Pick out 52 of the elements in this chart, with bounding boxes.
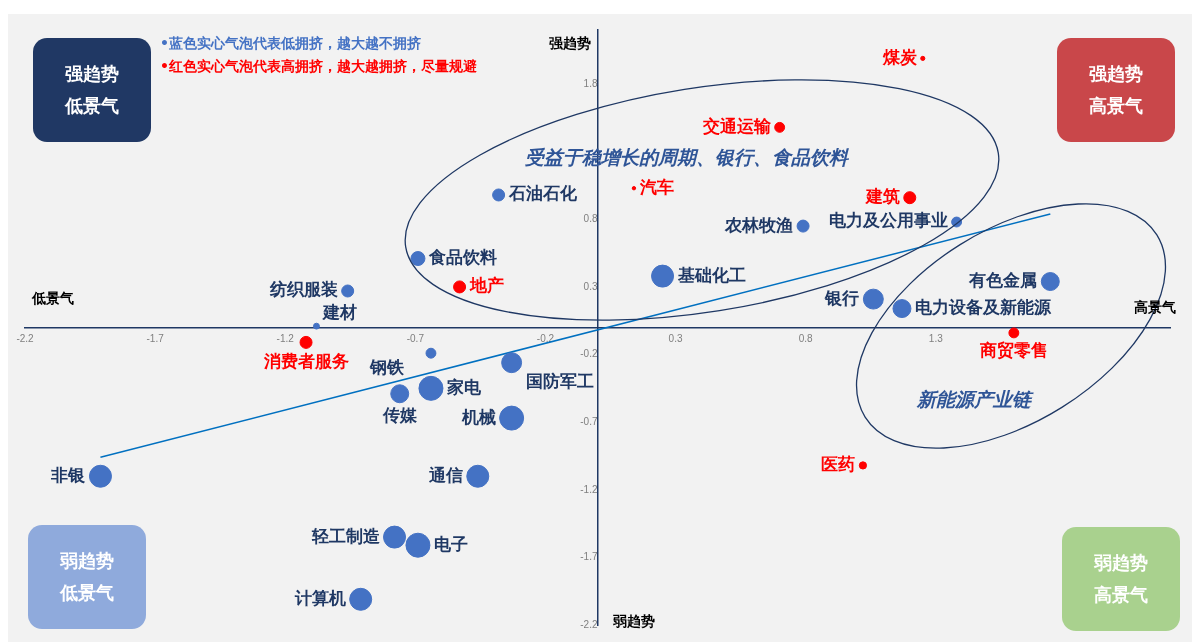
- x-tick-label: 0.8: [798, 333, 814, 345]
- annotation: 机械: [460, 406, 496, 427]
- annotation: 钢铁: [369, 356, 406, 377]
- annotation: 纺织服装: [268, 279, 338, 300]
- annotation: 家电: [445, 376, 482, 397]
- annotation: 弱趋势低景气: [58, 549, 115, 605]
- y-tick-label: -0.7: [580, 415, 598, 427]
- x-tick-label: -2.2: [16, 333, 35, 345]
- annotation: 地产: [468, 275, 504, 296]
- annotation: 银行: [824, 287, 860, 308]
- y-tick-label: -1.2: [580, 483, 598, 495]
- annotation: 强趋势高景气: [1088, 62, 1144, 118]
- annotation: 强趋势低景气: [63, 62, 120, 118]
- annotation: 电力及公用事业: [828, 210, 948, 231]
- y-tick-label: 0.3: [583, 280, 598, 292]
- annotation: 建筑: [863, 186, 900, 207]
- annotation: 建材: [321, 301, 358, 322]
- y-tick-label: -2.2: [580, 618, 598, 630]
- annotation: 有色金属: [968, 269, 1038, 290]
- annotation: 强趋势: [549, 35, 591, 53]
- annotation: 非银: [50, 464, 87, 485]
- y-tick-label: 1.8: [583, 77, 598, 89]
- annotation: 汽车: [638, 176, 674, 197]
- y-tick-label: -1.7: [580, 551, 598, 563]
- annotation: 电子: [433, 533, 468, 554]
- annotation: 医药: [821, 453, 856, 474]
- annotation: 弱趋势高景气: [1093, 551, 1149, 607]
- annotation: 通信: [427, 464, 463, 485]
- annotation: 交通运输: [701, 115, 772, 136]
- annotation: 传媒: [381, 405, 418, 426]
- annotation: 电力设备及新能源: [914, 296, 1052, 317]
- annotation: 低景气: [32, 290, 74, 308]
- text: •红色实心气泡代表高拥挤，越大越拥挤，尽量规避: [160, 57, 477, 76]
- annotation: 轻工制造: [310, 525, 380, 546]
- x-tick-label: 1.3: [928, 333, 944, 345]
- annotation: 消费者服务: [262, 350, 349, 371]
- x-tick-label: -0.7: [406, 333, 425, 345]
- annotation: 石油石化: [507, 183, 578, 204]
- x-tick-label: -1.2: [276, 333, 295, 345]
- y-tick-label: 0.8: [583, 213, 598, 225]
- text: •蓝色实心气泡代表低拥挤，越大越不拥挤: [160, 34, 422, 53]
- annotation: 食品饮料: [427, 246, 497, 267]
- annotation: 农林牧渔: [724, 214, 794, 235]
- annotation: 煤炭: [881, 46, 918, 67]
- x-tick-label: 0.3: [668, 333, 683, 345]
- annotation: 基础化工: [676, 264, 746, 285]
- annotation: 商贸零售: [978, 340, 1048, 361]
- x-tick-label: -1.7: [146, 333, 165, 345]
- y-tick-label: -0.2: [580, 348, 598, 360]
- annotation: 弱趋势: [613, 613, 655, 631]
- annotation: 计算机: [293, 587, 346, 608]
- annotation: 国防军工: [525, 371, 594, 392]
